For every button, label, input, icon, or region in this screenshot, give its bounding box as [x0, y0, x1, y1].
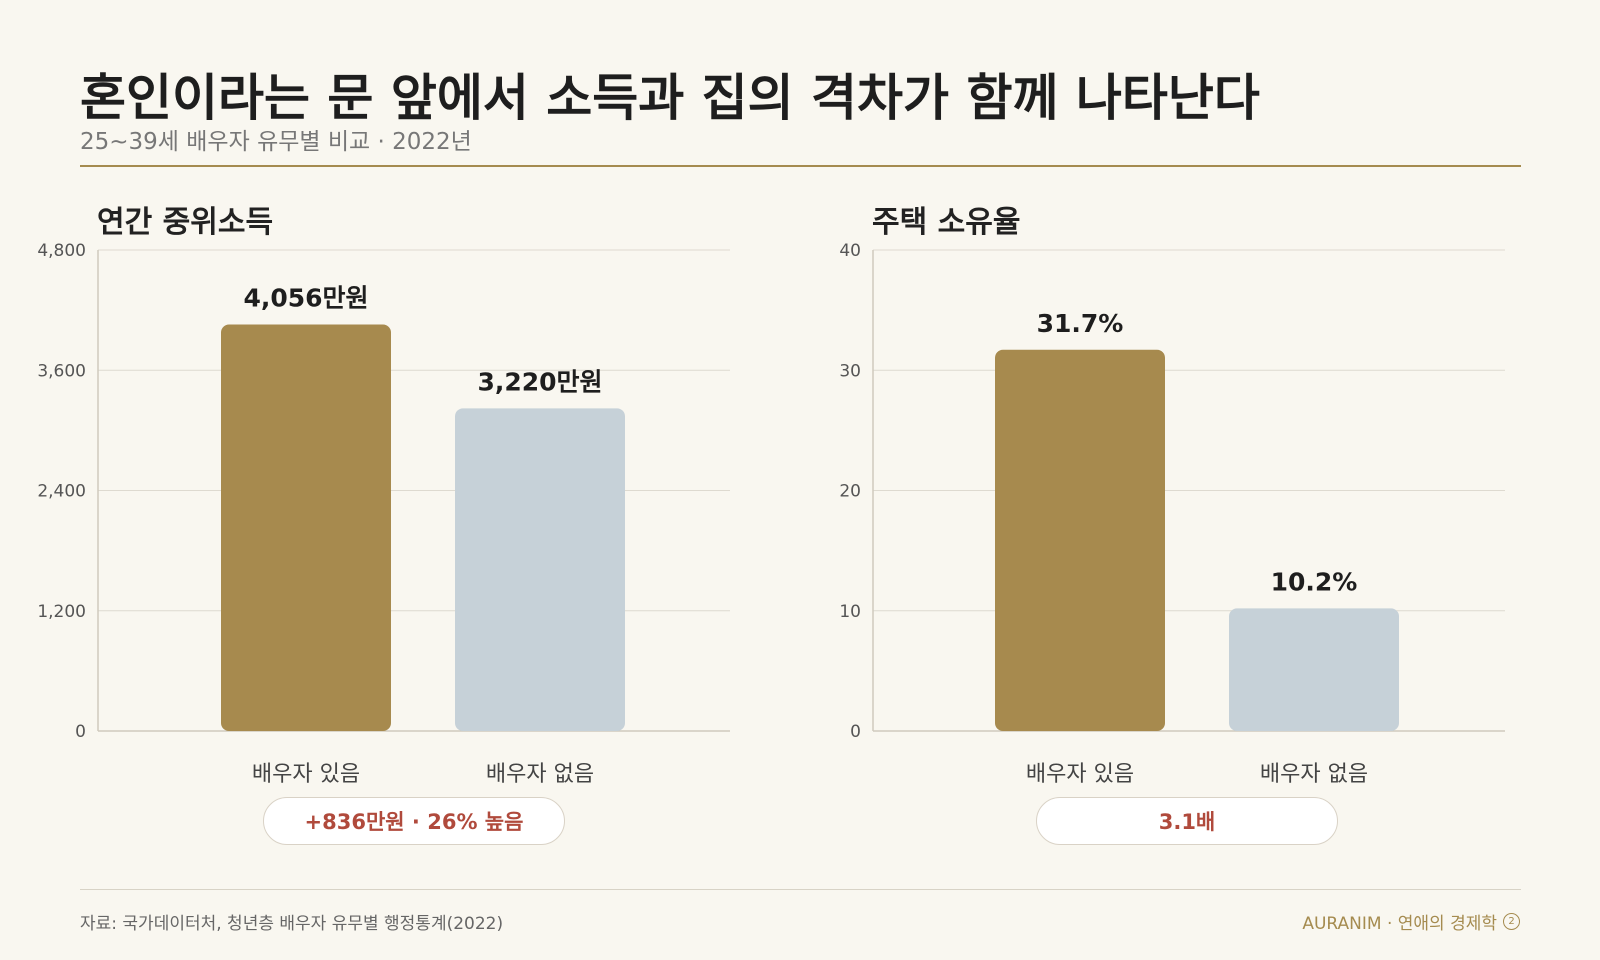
- housing-ytick-label: 0: [850, 722, 861, 742]
- income-category-label: 배우자 없음: [486, 762, 594, 787]
- page-title: 혼인이라는 문 앞에서 소득과 집의 격차가 함께 나타난다: [80, 69, 1260, 127]
- income-bar-married: [221, 324, 391, 731]
- income-ytick-label: 3,600: [37, 361, 86, 381]
- housing-bar-married: [995, 349, 1165, 731]
- housing-gap-badge: 3.1배: [1036, 797, 1338, 845]
- housing-chart-title: 주택 소유율: [872, 205, 1021, 240]
- housing-ytick-label: 30: [839, 361, 861, 381]
- income-ytick-label: 1,200: [37, 602, 86, 622]
- housing-value-label: 10.2%: [1271, 567, 1358, 596]
- page-subtitle: 25~39세 배우자 유무별 비교 · 2022년: [80, 129, 472, 155]
- source-note: 자료: 국가데이터처, 청년층 배우자 유무별 행정통계(2022): [80, 914, 504, 934]
- income-ytick-label: 0: [75, 722, 86, 742]
- footer-divider: [80, 889, 1521, 890]
- income-chart-title: 연간 중위소득: [97, 205, 274, 240]
- housing-ytick-label: 10: [839, 602, 861, 622]
- income-value-label: 4,056만원: [243, 284, 368, 313]
- income-category-label: 배우자 있음: [252, 762, 360, 787]
- housing-ytick-label: 20: [839, 482, 861, 502]
- housing-value-label: 31.7%: [1037, 309, 1124, 338]
- income-ytick-label: 2,400: [37, 482, 86, 502]
- brand-footer: AURANIM · 연애의 경제학 2: [1302, 909, 1520, 934]
- brand-label: AURANIM · 연애의 경제학: [1302, 914, 1497, 934]
- income-ytick-label: 4,800: [37, 241, 86, 261]
- income-gap-badge: +836만원 · 26% 높음: [263, 797, 565, 845]
- housing-category-label: 배우자 없음: [1260, 762, 1368, 787]
- housing-category-label: 배우자 있음: [1026, 762, 1134, 787]
- page-number: 2: [1503, 913, 1520, 930]
- housing-bar-unmarried: [1229, 608, 1399, 731]
- header-divider: [80, 165, 1521, 167]
- income-bar-unmarried: [455, 408, 625, 731]
- housing-ytick-label: 40: [839, 241, 861, 261]
- income-value-label: 3,220만원: [477, 367, 602, 396]
